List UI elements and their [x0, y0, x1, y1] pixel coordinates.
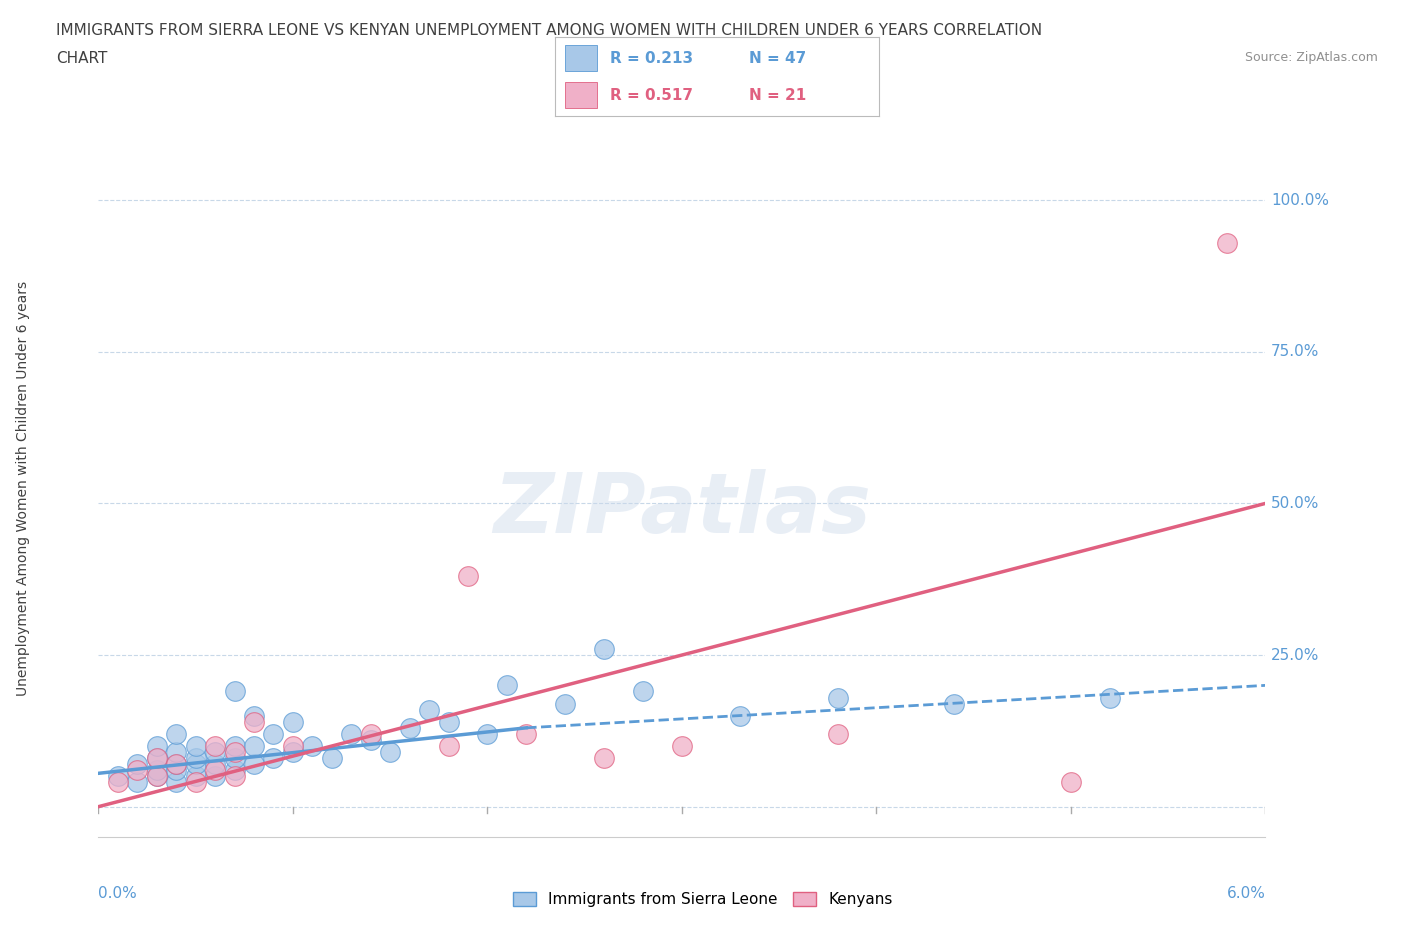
- Point: [146, 769, 169, 784]
- Point: [146, 738, 169, 753]
- Point: [631, 684, 654, 698]
- Point: [146, 751, 169, 765]
- Point: [360, 733, 382, 748]
- Point: [127, 763, 149, 777]
- Point: [204, 769, 226, 784]
- Point: [1098, 690, 1121, 705]
- Point: [146, 763, 169, 777]
- Point: [593, 751, 616, 765]
- Text: 6.0%: 6.0%: [1226, 885, 1265, 901]
- Point: [165, 775, 187, 790]
- Point: [378, 745, 402, 760]
- Text: N = 21: N = 21: [749, 87, 807, 103]
- Point: [515, 726, 537, 741]
- Point: [943, 697, 966, 711]
- Point: [827, 726, 849, 741]
- Point: [554, 697, 576, 711]
- Point: [281, 714, 304, 729]
- Point: [730, 709, 752, 724]
- Point: [224, 751, 246, 765]
- Legend: Immigrants from Sierra Leone, Kenyans: Immigrants from Sierra Leone, Kenyans: [508, 885, 898, 913]
- Point: [418, 702, 440, 717]
- Point: [184, 757, 207, 772]
- Point: [204, 738, 226, 753]
- Point: [477, 726, 499, 741]
- Point: [398, 721, 420, 736]
- Point: [281, 738, 304, 753]
- Point: [437, 738, 460, 753]
- Text: IMMIGRANTS FROM SIERRA LEONE VS KENYAN UNEMPLOYMENT AMONG WOMEN WITH CHILDREN UN: IMMIGRANTS FROM SIERRA LEONE VS KENYAN U…: [56, 23, 1042, 38]
- Point: [204, 757, 226, 772]
- Point: [224, 738, 246, 753]
- Point: [146, 769, 169, 784]
- Point: [224, 745, 246, 760]
- Point: [165, 745, 187, 760]
- Point: [1215, 235, 1237, 250]
- Text: Unemployment Among Women with Children Under 6 years: Unemployment Among Women with Children U…: [15, 281, 30, 696]
- Bar: [565, 82, 598, 109]
- Point: [243, 757, 266, 772]
- Point: [165, 757, 187, 772]
- Point: [437, 714, 460, 729]
- Point: [340, 726, 363, 741]
- Point: [671, 738, 693, 753]
- Text: R = 0.213: R = 0.213: [610, 50, 693, 66]
- Point: [593, 642, 616, 657]
- Point: [321, 751, 343, 765]
- Point: [165, 726, 187, 741]
- Point: [496, 678, 519, 693]
- Text: R = 0.517: R = 0.517: [610, 87, 693, 103]
- Point: [184, 769, 207, 784]
- Point: [827, 690, 849, 705]
- Point: [184, 775, 207, 790]
- Point: [146, 751, 169, 765]
- Point: [127, 775, 149, 790]
- Point: [224, 763, 246, 777]
- Text: ZIPatlas: ZIPatlas: [494, 469, 870, 550]
- Point: [224, 684, 246, 698]
- Point: [262, 751, 284, 765]
- Point: [1060, 775, 1083, 790]
- Point: [127, 757, 149, 772]
- Point: [184, 751, 207, 765]
- Point: [204, 763, 226, 777]
- Point: [107, 769, 129, 784]
- Point: [107, 775, 129, 790]
- Text: 0.0%: 0.0%: [98, 885, 138, 901]
- Point: [184, 738, 207, 753]
- Point: [301, 738, 323, 753]
- Point: [165, 757, 187, 772]
- Text: Source: ZipAtlas.com: Source: ZipAtlas.com: [1244, 51, 1378, 64]
- Text: 75.0%: 75.0%: [1271, 344, 1320, 359]
- Text: CHART: CHART: [56, 51, 108, 66]
- Bar: [565, 46, 598, 72]
- Point: [360, 726, 382, 741]
- Point: [224, 769, 246, 784]
- Point: [243, 714, 266, 729]
- Text: 50.0%: 50.0%: [1271, 496, 1320, 511]
- Text: 25.0%: 25.0%: [1271, 647, 1320, 662]
- Point: [165, 763, 187, 777]
- Text: 100.0%: 100.0%: [1271, 193, 1329, 207]
- Text: N = 47: N = 47: [749, 50, 807, 66]
- Point: [457, 569, 479, 584]
- Point: [243, 709, 266, 724]
- Point: [262, 726, 284, 741]
- Point: [204, 745, 226, 760]
- Point: [281, 745, 304, 760]
- Point: [243, 738, 266, 753]
